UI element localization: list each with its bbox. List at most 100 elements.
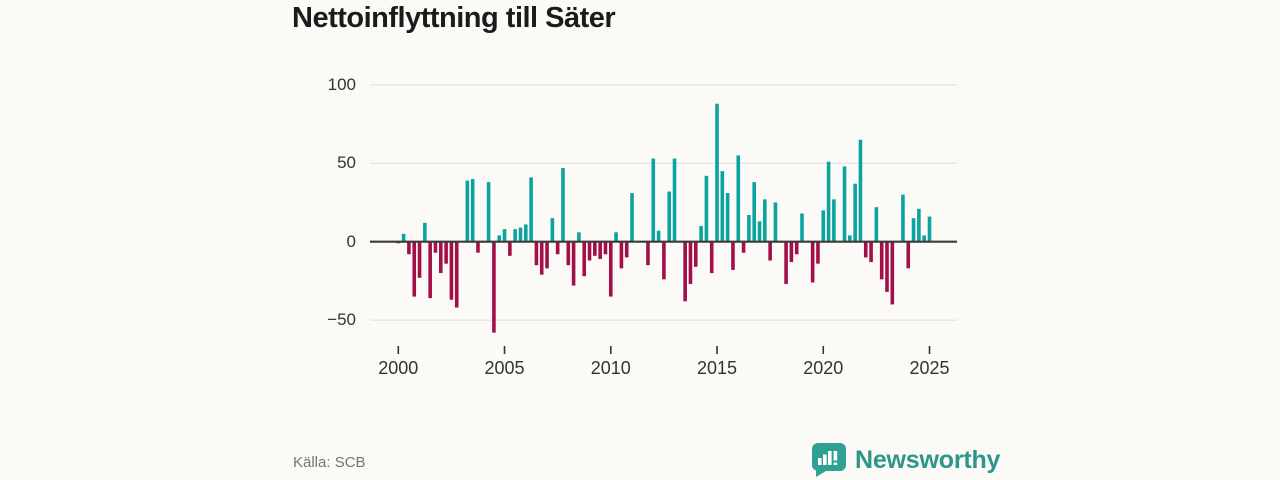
bar-q27: [539, 241, 544, 275]
bar-q98: [917, 208, 921, 242]
bar-q32: [566, 241, 571, 266]
bar-q87: [858, 139, 863, 242]
bar-q6: [428, 241, 432, 299]
y-axis-label-100: 100: [327, 74, 356, 94]
bar-q93: [890, 241, 895, 305]
bar-q5: [423, 222, 427, 242]
bar-q48: [651, 158, 656, 242]
bar-q79: [816, 241, 820, 264]
bar-q17: [486, 182, 491, 242]
bar-q24: [523, 224, 528, 242]
bar-q84: [842, 166, 847, 242]
newsworthy-logo-text: Newsworthy: [855, 445, 1001, 474]
bar-q30: [555, 241, 560, 255]
bar-q60: [715, 103, 719, 242]
bar-q37: [593, 241, 597, 256]
bar-q82: [832, 199, 836, 242]
bar-q74: [789, 241, 794, 263]
bar-q34: [577, 232, 581, 242]
bar-q91: [879, 241, 884, 280]
bar-q1: [401, 233, 406, 242]
bar-q55: [688, 241, 693, 285]
bar-q90: [874, 207, 879, 242]
bar-q89: [869, 241, 873, 263]
bar-q25: [529, 177, 533, 242]
bar-q40: [608, 241, 613, 297]
bar-q36: [587, 241, 592, 261]
bar-q69: [763, 199, 767, 242]
bar-q13: [465, 180, 470, 242]
bar-q56: [693, 241, 698, 267]
bar-q65: [741, 241, 746, 253]
newsworthy-logo: Newsworthy: [810, 441, 1000, 479]
bar-q2: [407, 241, 411, 255]
bar-q63: [731, 241, 735, 270]
bar-q28: [545, 241, 549, 269]
bar-q85: [848, 235, 852, 242]
bar-q92: [885, 241, 889, 292]
page-title: Nettoinflyttning till Säter: [292, 2, 616, 34]
bar-q64: [736, 155, 741, 242]
bar-q26: [534, 241, 539, 266]
bar-q75: [794, 241, 799, 255]
bar-q88: [863, 241, 868, 258]
x-axis-label-2015: 2015: [696, 358, 738, 378]
bar-q19: [497, 235, 502, 242]
source-caption: Källa: SCB: [293, 454, 366, 471]
bar-q14: [470, 178, 475, 242]
bar-q22: [513, 229, 517, 242]
bar-q23: [518, 227, 523, 242]
bar-q29: [550, 218, 555, 242]
bar-q31: [561, 168, 565, 242]
bar-q97: [911, 218, 916, 242]
x-axis-label-2025: 2025: [909, 358, 950, 378]
bar-q58: [704, 175, 709, 242]
bar-q96: [906, 241, 911, 269]
bar-q33: [571, 241, 576, 286]
bar-q43: [624, 241, 629, 258]
bar-q51: [667, 191, 672, 242]
bar-q35: [582, 241, 587, 277]
y-axis-label-50: 50: [337, 153, 356, 173]
bar-q10: [449, 241, 454, 300]
bar-q9: [444, 241, 448, 264]
bar-q67: [752, 182, 756, 242]
bar-q78: [810, 241, 815, 283]
x-axis-label-2010: 2010: [590, 358, 631, 378]
bar-q62: [725, 193, 730, 242]
bar-q81: [826, 161, 831, 242]
bar-q61: [720, 171, 725, 242]
bar-q38: [598, 241, 602, 259]
bar-q7: [433, 241, 438, 253]
bar-q8: [439, 241, 443, 274]
bar-q42: [619, 241, 624, 269]
bar-q3: [412, 241, 417, 297]
bar-q20: [502, 229, 507, 242]
bar-q100: [927, 216, 932, 242]
bar-q71: [773, 202, 778, 242]
newsworthy-logo-icon: [810, 442, 847, 478]
bar-q18: [492, 241, 496, 333]
bar-q15: [476, 241, 480, 253]
x-axis-label-2005: 2005: [484, 358, 525, 378]
bar-q4: [417, 241, 422, 278]
bar-q99: [922, 235, 926, 242]
bar-q39: [603, 241, 608, 255]
bar-q95: [901, 194, 905, 242]
bar-q57: [699, 226, 703, 242]
bar-q21: [508, 241, 512, 256]
bar-q50: [662, 241, 666, 280]
bar-q80: [821, 210, 826, 242]
y-axis-label-0: 0: [346, 231, 356, 251]
bar-q70: [768, 241, 772, 261]
bar-q11: [454, 241, 459, 308]
bar-q54: [683, 241, 687, 302]
bar-q73: [784, 241, 788, 285]
bar-q44: [630, 193, 634, 242]
bar-q68: [757, 221, 762, 242]
bar-q52: [672, 158, 677, 242]
bar-q66: [747, 215, 751, 242]
bar-q47: [646, 241, 650, 266]
y-axis-label--50: −50: [327, 310, 356, 330]
